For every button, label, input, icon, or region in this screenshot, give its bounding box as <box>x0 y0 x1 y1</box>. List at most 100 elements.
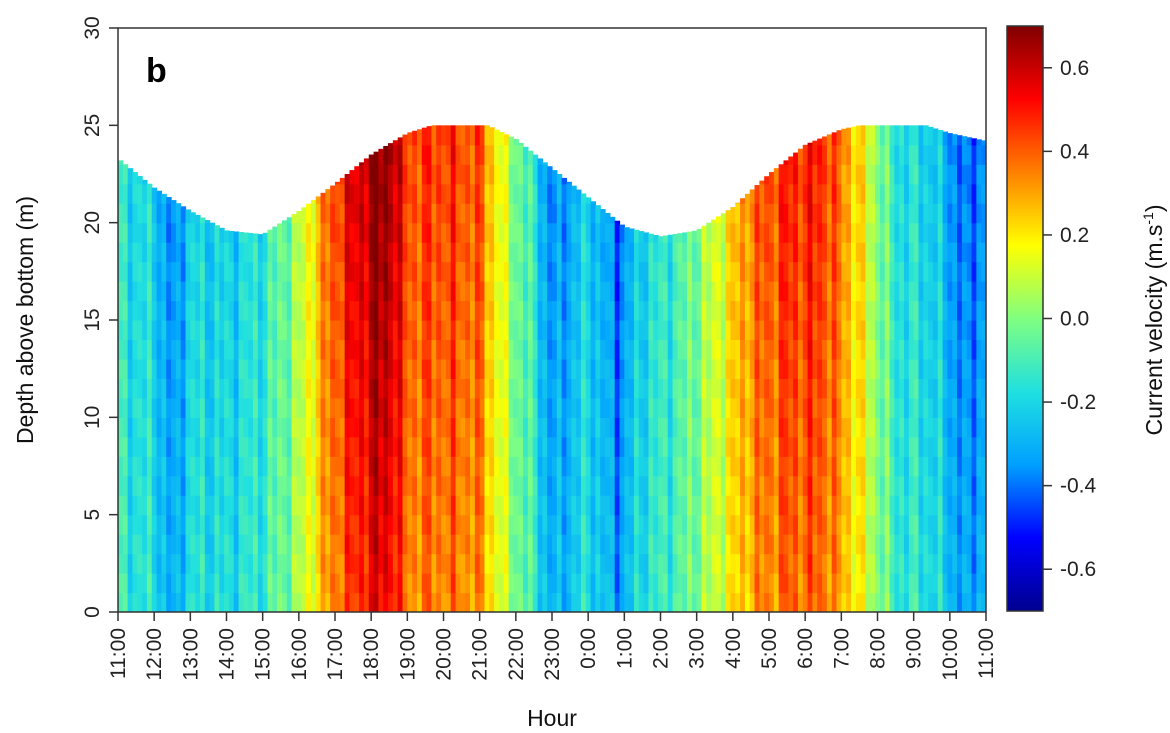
heatmap-cell <box>653 417 659 438</box>
heatmap-cell <box>306 573 312 594</box>
heatmap-cell <box>253 592 259 612</box>
heatmap-cell <box>219 417 225 438</box>
heatmap-cell <box>667 514 674 535</box>
heatmap-cell <box>643 495 650 516</box>
heatmap-cell <box>552 534 558 555</box>
heatmap-cell <box>301 358 307 379</box>
heatmap-cell <box>349 495 355 516</box>
heatmap-cell <box>127 534 134 555</box>
heatmap-cell <box>224 495 230 516</box>
heatmap-cell <box>175 514 182 535</box>
heatmap-cell <box>836 358 842 379</box>
heatmap-cell <box>807 553 813 574</box>
heatmap-cell <box>513 222 519 243</box>
heatmap-cell <box>850 534 857 555</box>
heatmap-cell <box>846 164 852 185</box>
heatmap-cell <box>527 475 534 496</box>
heatmap-cell <box>460 534 466 555</box>
heatmap-cell <box>913 378 920 399</box>
heatmap-cell <box>281 222 288 243</box>
heatmap-cell <box>580 358 587 379</box>
heatmap-cell <box>720 222 727 243</box>
heatmap-cell <box>947 242 953 263</box>
heatmap-cell <box>812 592 818 612</box>
heatmap-cell <box>383 553 389 574</box>
heatmap-cell <box>518 281 524 302</box>
heatmap-cell <box>802 397 809 418</box>
heatmap-cell <box>253 320 259 341</box>
heatmap-cell <box>484 475 490 496</box>
heatmap-cell <box>460 436 466 457</box>
heatmap-cell <box>228 573 235 594</box>
heatmap-cell <box>383 242 389 263</box>
heatmap-cell <box>518 436 524 457</box>
heatmap-cell <box>773 417 780 438</box>
heatmap-cell <box>498 358 505 379</box>
heatmap-cell <box>306 203 312 224</box>
heatmap-cell <box>797 417 804 438</box>
heatmap-cell <box>349 183 355 204</box>
heatmap-cell <box>561 397 568 418</box>
heatmap-cell <box>725 573 732 594</box>
heatmap-cell <box>460 339 466 360</box>
heatmap-cell <box>754 203 760 224</box>
heatmap-cell <box>450 514 457 535</box>
heatmap-cell <box>532 573 539 594</box>
heatmap-cell <box>151 358 158 379</box>
heatmap-cell <box>359 222 365 243</box>
heatmap-cell <box>908 456 915 477</box>
heatmap-cell <box>445 436 452 457</box>
heatmap-cell <box>407 183 413 204</box>
heatmap-cell <box>383 592 389 612</box>
heatmap-cell <box>537 592 543 612</box>
heatmap-cell <box>764 176 770 185</box>
heatmap-cell <box>797 320 804 341</box>
heatmap-cell <box>248 339 254 360</box>
heatmap-cell <box>118 300 124 321</box>
heatmap-cell <box>928 242 934 263</box>
heatmap-cell <box>267 358 273 379</box>
heatmap-cell <box>421 183 428 204</box>
heatmap-cell <box>667 417 674 438</box>
heatmap-cell <box>407 495 413 516</box>
heatmap-cell <box>344 514 351 535</box>
heatmap-cell <box>479 534 486 555</box>
heatmap-cell <box>349 397 355 418</box>
heatmap-cell <box>286 553 293 574</box>
heatmap-cell <box>860 281 867 302</box>
heatmap-cell <box>976 592 982 612</box>
heatmap-cell <box>359 553 365 574</box>
heatmap-cell <box>542 281 548 302</box>
heatmap-cell <box>474 534 481 555</box>
heatmap-cell <box>952 281 958 302</box>
heatmap-cell <box>744 261 751 282</box>
heatmap-cell <box>306 261 312 282</box>
heatmap-cell <box>735 514 741 535</box>
heatmap-cell <box>966 281 973 302</box>
heatmap-cell <box>122 514 129 535</box>
heatmap-cell <box>325 339 331 360</box>
heatmap-cell <box>320 436 326 457</box>
heatmap-cell <box>576 242 582 263</box>
heatmap-cell <box>879 573 886 594</box>
heatmap-cell <box>416 242 423 263</box>
heatmap-cell <box>489 242 495 263</box>
heatmap-cell <box>764 436 770 457</box>
heatmap-cell <box>904 475 910 496</box>
heatmap-cell <box>363 242 370 263</box>
heatmap-cell <box>219 397 225 418</box>
heatmap-cell <box>518 573 524 594</box>
heatmap-cell <box>421 261 428 282</box>
heatmap-cell <box>561 534 568 555</box>
heatmap-cell <box>855 553 862 574</box>
heatmap-cell <box>812 144 818 165</box>
heatmap-cell <box>359 162 365 165</box>
heatmap-cell <box>836 339 842 360</box>
heatmap-cell <box>595 534 601 555</box>
heatmap-cell <box>860 378 867 399</box>
heatmap-cell <box>542 436 548 457</box>
heatmap-cell <box>947 358 953 379</box>
heatmap-cell <box>132 592 138 612</box>
heatmap-cell <box>932 358 939 379</box>
heatmap-cell <box>841 300 847 321</box>
